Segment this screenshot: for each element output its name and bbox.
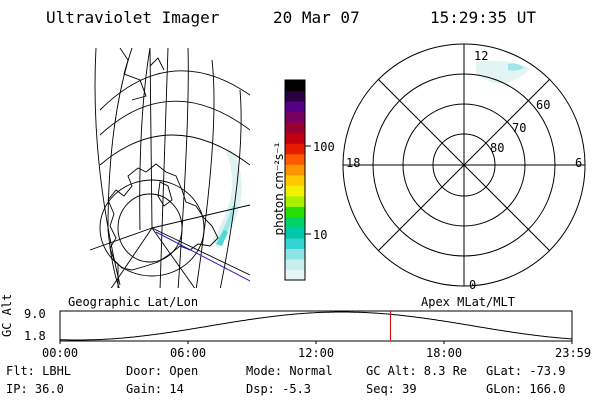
lat-label-70: 70 (512, 121, 527, 135)
colorbar-band (285, 80, 305, 92)
geographic-label: Geographic Lat/Lon (68, 295, 199, 309)
colorbar-tick-label-100: 100 (313, 140, 335, 154)
mlt-label-18: 18 (346, 156, 361, 170)
info-flt: Flt: LBHL (6, 364, 72, 378)
timeline-axis-label: GC Alt (0, 293, 14, 337)
info-mode: Mode: Normal (246, 364, 333, 378)
colorbar-band (285, 132, 305, 144)
earth-limb (94, 48, 121, 286)
polar-aurora-emission (476, 60, 530, 84)
date-label: 20 Mar 07 (273, 8, 360, 27)
colorbar-unit-label: photon cm⁻²s⁻¹ (272, 142, 286, 236)
colorbar-band (285, 111, 305, 123)
colorbar-band (285, 101, 305, 113)
colorbar-band (285, 185, 305, 197)
geographic-map (89, 48, 250, 288)
lat-label-80: 80 (490, 141, 505, 155)
colorbar-band (285, 227, 305, 239)
timeline-xtick-0600: 06:00 (170, 346, 207, 360)
orbit-altitude-curve (59, 311, 573, 341)
timeline-ytick-1-8: 1.8 (24, 329, 46, 343)
colorbar-band (285, 122, 305, 134)
colorbar (285, 80, 305, 281)
colorbar-frame (284, 79, 306, 281)
colorbar-tick-label-10: 10 (313, 228, 328, 242)
timeline-xtick-2359: 23:59 (555, 346, 592, 360)
mlt-line-diag-2 (377, 78, 551, 252)
timeline-panel (59, 310, 573, 344)
colorbar-band (285, 90, 305, 102)
mlt-label-0: 0 (469, 278, 477, 292)
colorbar-band (285, 269, 305, 281)
instrument-title: Ultraviolet Imager (46, 8, 220, 27)
info-glat: GLat: -73.9 (486, 364, 566, 378)
colorbar-band (285, 174, 305, 186)
timeline-xtick-1200: 12:00 (298, 346, 335, 360)
time-label: 15:29:35 UT (430, 8, 536, 27)
timeline-ytick-9: 9.0 (24, 307, 46, 321)
colorbar-band (285, 164, 305, 176)
aurora-emission (212, 150, 242, 248)
colorbar-band (285, 143, 305, 155)
colorbar-band (285, 216, 305, 228)
info-dsp: Dsp: -5.3 (246, 382, 312, 396)
info-gc-alt: GC Alt: 8.3 Re (366, 364, 468, 378)
mlt-label-12: 12 (474, 49, 489, 63)
lat-label-60: 60 (536, 98, 551, 112)
mlt-label-6: 6 (575, 156, 583, 170)
info-gain: Gain: 14 (126, 382, 184, 396)
colorbar-band (285, 195, 305, 207)
info-glon: GLon: 166.0 (486, 382, 566, 396)
colorbar-band (285, 248, 305, 260)
polar-plot (342, 43, 586, 287)
colorbar-band (285, 237, 305, 250)
info-door: Door: Open (126, 364, 199, 378)
timeline-xtick-0000: 00:00 (42, 346, 79, 360)
info-ip: IP: 36.0 (6, 382, 64, 396)
timeline-xtick-1800: 18:00 (426, 346, 463, 360)
colorbar-band (285, 153, 305, 165)
colorbar-band (285, 206, 305, 218)
info-seq: Seq: 39 (366, 382, 417, 396)
colorbar-band (285, 258, 305, 271)
apex-label: Apex MLat/MLT (421, 295, 515, 309)
